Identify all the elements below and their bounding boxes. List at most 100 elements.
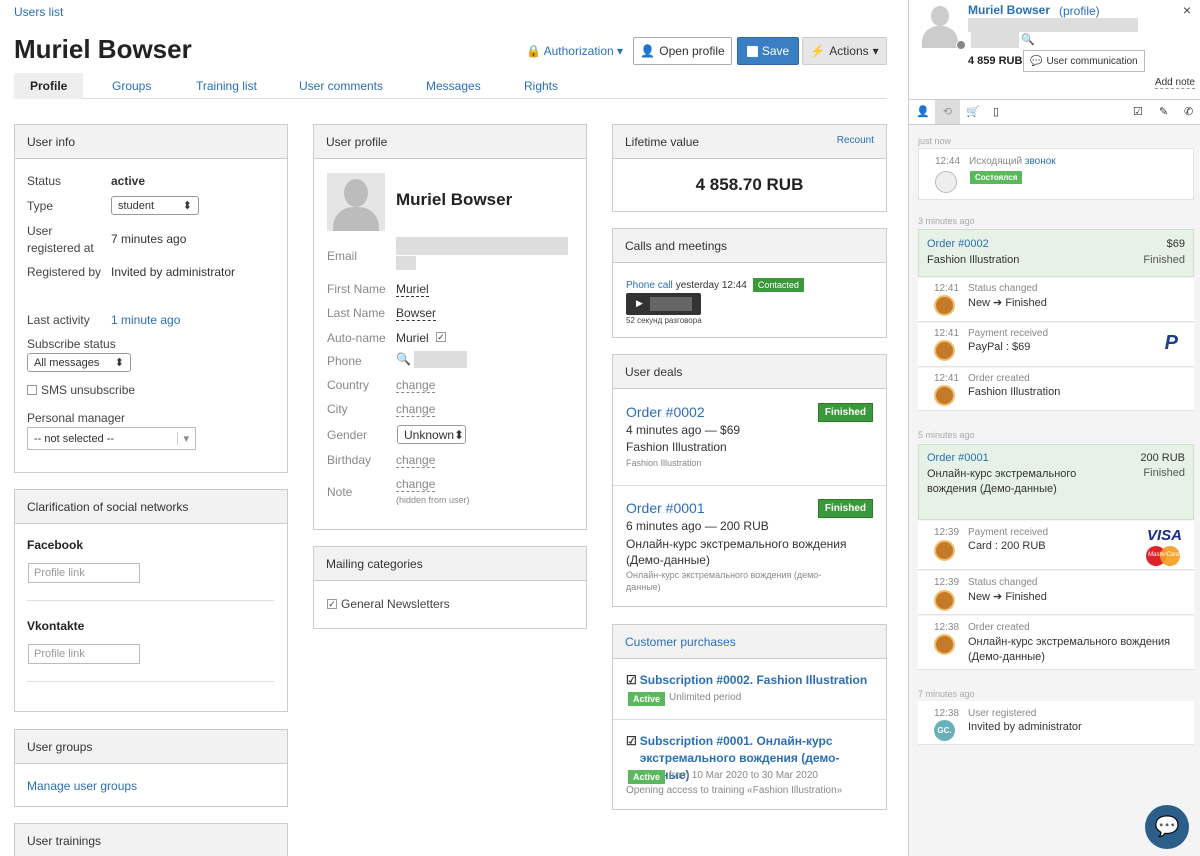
sidebar-header: Muriel Bowser (profile) 🔍 4 859 RUB 💬 Use… [909, 0, 1200, 99]
panel-title: User trainings [15, 824, 287, 856]
save-button[interactable]: Save [737, 37, 799, 65]
visa-icon: VISA [1146, 527, 1182, 544]
audio-player[interactable]: ▶ [626, 293, 701, 315]
actions-dropdown[interactable]: ⚡ Actions ▾ [802, 37, 887, 65]
sidebar-profile-link[interactable]: (profile) [1059, 4, 1100, 18]
phone-call-link[interactable]: Phone call [626, 279, 673, 291]
add-note-link[interactable]: Add note [1154, 77, 1195, 89]
manage-user-groups-link[interactable]: Manage user groups [27, 779, 138, 793]
sidebar-avatar [918, 4, 962, 48]
sidebar-redacted [971, 32, 1019, 48]
sidebar-user-name[interactable]: Muriel Bowser [968, 3, 1051, 17]
birthday-change-link[interactable]: change [396, 453, 436, 468]
purchase-title[interactable]: ☑ Subscription #0002. Fashion Illustratio… [626, 673, 868, 687]
vkontakte-label: Vkontakte [27, 619, 85, 633]
tab-messages[interactable]: Messages [426, 79, 481, 93]
subscribe-select[interactable]: All messages ⬍ [27, 353, 131, 372]
email-redacted [396, 256, 416, 270]
user-info-panel: User info Status active Type student ⬍ Us… [14, 124, 288, 473]
status-value: active [111, 174, 146, 188]
order-amount: 200 RUB [1140, 452, 1185, 464]
type-select[interactable]: student ⬍ [111, 196, 199, 215]
first-name-value[interactable]: Muriel [396, 282, 429, 297]
user-deals-panel: User deals Order #0002 Finished 4 minute… [612, 354, 887, 607]
lock-icon: 🔒 [526, 44, 541, 58]
general-newsletters-option[interactable]: ✓ General Newsletters [327, 597, 450, 611]
note-change-link[interactable]: change [396, 477, 436, 492]
last-activity-link[interactable]: 1 minute ago [111, 313, 181, 327]
email-redacted [396, 237, 568, 255]
user-communication-button[interactable]: 💬 User communication [1023, 50, 1145, 72]
tab-rights[interactable]: Rights [524, 79, 559, 93]
tab-profile[interactable]: Profile [14, 73, 84, 99]
deal-subtitle: Онлайн-курс экстремального вождения (дем… [626, 570, 822, 592]
cart-icon[interactable]: 🛒 [966, 106, 980, 118]
search-icon[interactable]: 🔍 [396, 352, 411, 366]
chat-widget-button[interactable]: 💬 [1145, 805, 1189, 849]
order-link[interactable]: Order #0001 [927, 452, 989, 464]
tab-groups[interactable]: Groups [112, 79, 152, 93]
user-sidebar: Muriel Bowser (profile) 🔍 4 859 RUB 💬 Use… [908, 0, 1200, 856]
panel-title: Customer purchases [613, 625, 886, 659]
mobile-icon[interactable]: ▯ [993, 106, 1000, 118]
country-change-link[interactable]: change [396, 378, 436, 393]
breadcrumb-users-list[interactable]: Users list [14, 5, 64, 19]
checklist-icon[interactable]: ☑ [1133, 106, 1143, 118]
close-icon[interactable]: × [1182, 2, 1191, 18]
timeline-event: 12:41 Payment received PayPal : $69 P [918, 323, 1194, 367]
timeline-section-label: 7 minutes ago [918, 689, 975, 699]
last-activity-label: Last activity [27, 313, 90, 327]
deal-order-link[interactable]: Order #0001 [626, 500, 705, 516]
profile-name: Muriel Bowser [396, 190, 513, 209]
gender-label: Gender [327, 428, 368, 442]
autoname-value: Muriel [396, 331, 429, 345]
authorization-dropdown[interactable]: 🔒 Authorization ▾ [526, 44, 624, 58]
facebook-label: Facebook [27, 538, 84, 552]
registered-label: User [27, 224, 53, 238]
manager-select[interactable]: -- not selected -- ▾ [27, 427, 196, 450]
registered-by-value: Invited by administrator [111, 265, 236, 279]
newsletter-checkbox[interactable]: ✓ [327, 599, 337, 609]
customer-purchases-panel: Customer purchases ☑ Subscription #0002. … [612, 624, 887, 810]
search-icon[interactable]: 🔍 [1021, 34, 1035, 46]
floppy-icon [746, 45, 758, 57]
city-change-link[interactable]: change [396, 402, 436, 417]
facebook-link-input[interactable]: Profile link [28, 563, 140, 583]
timeline-order-0001: Order #0001 200 RUB Онлайн-курс экстрема… [918, 444, 1194, 520]
phone-icon[interactable]: ✆ [1184, 106, 1194, 118]
order-name: Fashion Illustration [927, 254, 1020, 266]
timeline-call-event: 12:44 Исходящий звонок Состоялся [918, 148, 1194, 200]
order-link[interactable]: Order #0002 [927, 238, 989, 250]
panel-title: Lifetime value [613, 125, 886, 159]
checkbox-icon: ☑ [626, 734, 637, 748]
autoname-label: Auto-name [327, 331, 386, 345]
history-icon[interactable]: ⟲ [935, 100, 960, 124]
admin-avatar [934, 385, 955, 406]
admin-avatar [934, 590, 955, 611]
admin-avatar [934, 540, 955, 561]
user-icon[interactable]: 👤 [916, 106, 930, 118]
phone-label: Phone [327, 354, 362, 368]
purchase-period: from 10 Mar 2020 to 30 Mar 2020 [669, 770, 818, 781]
admin-avatar [934, 295, 955, 316]
gender-select[interactable]: Unknown ⬍ [397, 425, 466, 444]
vkontakte-link-input[interactable]: Profile link [28, 644, 140, 664]
sms-checkbox[interactable] [27, 385, 37, 395]
panel-title: User info [15, 125, 287, 159]
admin-avatar [934, 634, 955, 655]
call-link[interactable]: звонок [1024, 156, 1056, 167]
note-hint: (hidden from user) [396, 495, 470, 505]
sidebar-toolbar: 👤 ⟲ 🛒 ▯ ☑ ✎ ✆ [909, 99, 1200, 125]
tab-user-comments[interactable]: User comments [299, 79, 384, 93]
deal-order-link[interactable]: Order #0002 [626, 404, 705, 420]
timeline-event: 12:38 Order created Онлайн-курс экстрема… [918, 616, 1194, 670]
chat-icon: 💬 [1030, 55, 1043, 67]
play-icon[interactable]: ▶ [636, 298, 643, 308]
open-profile-button[interactable]: 👤 Open profile [633, 37, 732, 65]
autoname-checkbox[interactable]: ✓ [436, 332, 446, 342]
sms-unsubscribe[interactable]: SMS unsubscribe [27, 383, 135, 397]
recount-link[interactable]: Recount [836, 135, 874, 146]
pencil-icon[interactable]: ✎ [1159, 106, 1169, 118]
tab-training-list[interactable]: Training list [196, 79, 257, 93]
last-name-value[interactable]: Bowser [396, 306, 437, 321]
